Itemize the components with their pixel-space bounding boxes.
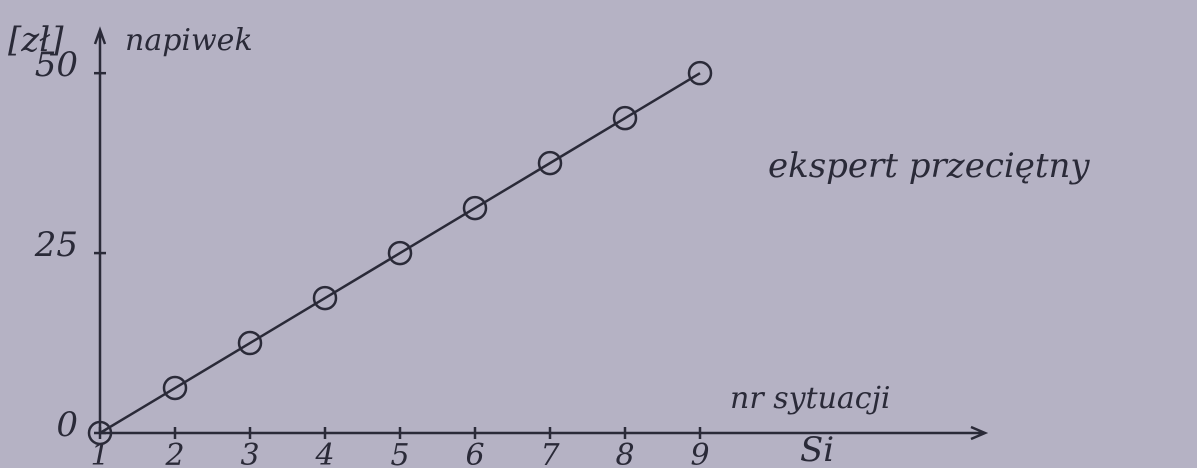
chart: [zł] napiwek nr sytuacji Si ekspert prze… — [0, 0, 1197, 468]
y-tick-label: 50 — [35, 45, 78, 85]
y-axis-label: napiwek — [125, 23, 253, 58]
x-tick-label: 7 — [540, 438, 560, 468]
x-tick-label: 4 — [314, 438, 334, 468]
x-axis-label: nr sytuacji — [730, 381, 891, 416]
y-tick-label: 25 — [34, 225, 78, 265]
page: {"chart_data": {"type": "line", "y_unit"… — [0, 0, 1197, 468]
x-tick-label: 6 — [465, 438, 484, 468]
x-tick-label: 9 — [690, 438, 709, 468]
x-tick-label: 8 — [615, 438, 634, 468]
x-tick-label: 5 — [390, 438, 409, 468]
x-tick-label: 2 — [164, 438, 184, 468]
y-tick-label: 0 — [56, 405, 78, 445]
x-tick-label: 3 — [240, 438, 259, 468]
annotation: ekspert przeciętny — [768, 146, 1090, 186]
x-symbol: Si — [800, 430, 834, 468]
